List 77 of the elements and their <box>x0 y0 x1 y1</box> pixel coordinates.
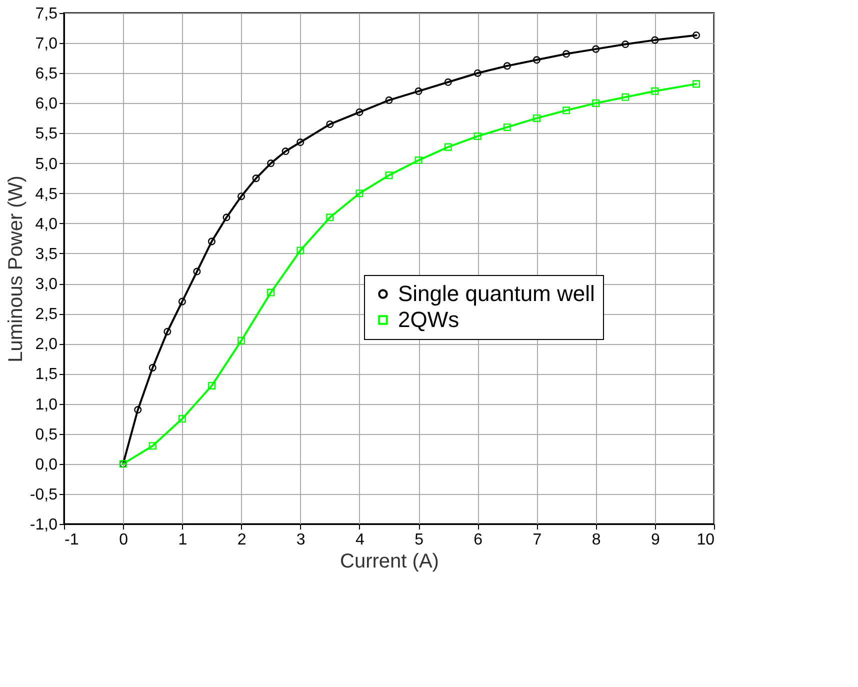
y-tick-label: 0,0 <box>35 456 58 474</box>
y-tick-label: 3,5 <box>35 246 58 263</box>
y-tick-label: 6,5 <box>35 66 58 83</box>
legend-label: 2QWs <box>398 307 460 332</box>
point <box>178 415 186 423</box>
point <box>692 80 700 88</box>
x-tick-label: 3 <box>296 532 306 548</box>
point <box>385 172 393 180</box>
point <box>651 87 659 95</box>
x-tick-label: 0 <box>119 532 128 548</box>
y-tick-label: -1,0 <box>30 516 58 534</box>
point <box>222 214 230 222</box>
point <box>296 246 304 254</box>
y-tick-label: 0,5 <box>35 426 58 444</box>
x-tick-label: 6 <box>474 532 483 548</box>
point <box>532 56 540 64</box>
point <box>282 148 290 156</box>
x-axis-title: Current (A) <box>340 550 439 572</box>
point <box>651 36 659 44</box>
point <box>592 99 600 107</box>
point <box>296 138 304 146</box>
y-tick-label: 4,5 <box>35 186 58 203</box>
point <box>622 40 630 48</box>
legend-label: Single quantum well <box>398 281 595 306</box>
x-tick-label: 2 <box>237 532 246 548</box>
point <box>326 214 334 222</box>
x-tick-label: 1 <box>178 532 188 548</box>
point <box>385 96 393 104</box>
point <box>148 364 156 372</box>
point <box>208 382 216 390</box>
point <box>193 268 201 276</box>
y-tick-label: 2,0 <box>35 336 58 354</box>
point <box>134 406 142 414</box>
point <box>474 132 482 140</box>
point <box>326 120 334 128</box>
point <box>444 78 452 86</box>
point <box>562 106 570 114</box>
x-tick-label: 4 <box>356 532 364 548</box>
point <box>414 156 422 164</box>
y-tick-label: 2,5 <box>35 306 58 324</box>
point <box>444 143 452 151</box>
y-tick-label: 4,0 <box>35 216 58 233</box>
y-tick-label: 3,0 <box>35 276 58 294</box>
point <box>238 336 246 344</box>
point <box>178 298 186 306</box>
point <box>622 93 630 101</box>
y-tick-label: 1,0 <box>35 396 58 414</box>
x-tick-label: 5 <box>414 532 424 548</box>
point <box>532 114 540 122</box>
point <box>356 108 364 116</box>
x-tick-label: -1 <box>64 532 79 548</box>
y-tick-label: 5,5 <box>35 126 58 143</box>
y-tick-label: 6,0 <box>35 96 58 113</box>
point <box>238 192 246 200</box>
point <box>414 87 422 95</box>
point <box>503 62 511 70</box>
point <box>562 50 570 58</box>
point <box>356 190 364 198</box>
point <box>474 69 482 77</box>
y-tick-label: 7,5 <box>35 6 58 22</box>
point <box>252 174 260 182</box>
point <box>164 328 172 336</box>
y-axis-title: Luminous Power (W) <box>4 176 27 362</box>
x-tick-label: 10 <box>696 532 715 548</box>
y-tick-label: 1,5 <box>35 366 58 384</box>
x-tick-label: 7 <box>532 532 542 548</box>
y-tick-label: 7,0 <box>35 36 58 53</box>
point <box>148 442 156 450</box>
point <box>208 238 216 246</box>
x-tick-label: 8 <box>592 532 601 548</box>
point <box>503 123 511 131</box>
point <box>267 160 275 168</box>
point <box>267 288 275 296</box>
y-tick-label: 5,0 <box>35 156 58 173</box>
point <box>592 45 600 53</box>
x-tick-label: 9 <box>650 532 660 548</box>
y-tick-label: -0,5 <box>30 486 58 504</box>
